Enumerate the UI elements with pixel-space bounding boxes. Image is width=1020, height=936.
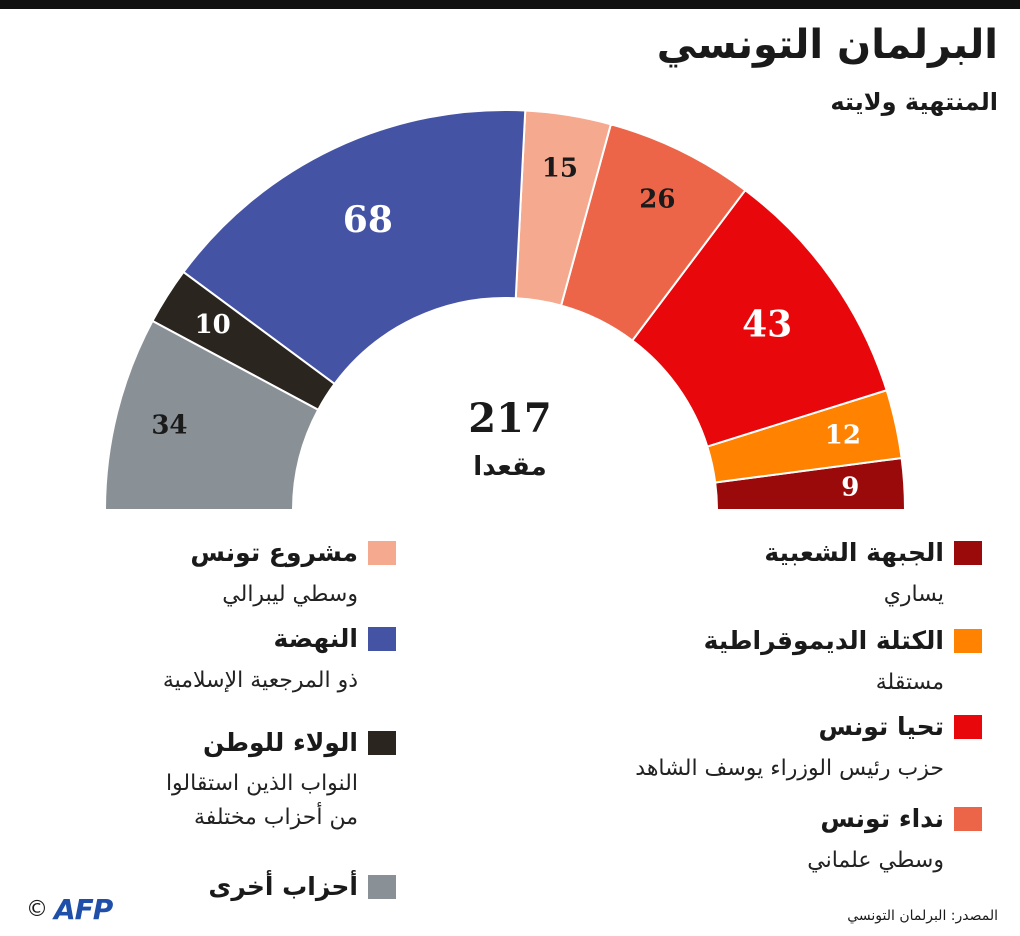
total-seats-label: مقعدا xyxy=(473,452,546,482)
legend-swatch xyxy=(368,874,396,899)
legend-swatch xyxy=(368,626,396,651)
legend-name: تحيا تونس xyxy=(818,712,945,741)
chart-subtitle: المنتهية ولايته xyxy=(830,88,998,116)
legend-desc: وسطي علماني xyxy=(807,848,944,873)
legend-name: الجبهة الشعبية xyxy=(764,538,944,567)
legend-swatch xyxy=(954,806,982,831)
chart-title: البرلمان التونسي xyxy=(656,22,998,68)
legend-item-popular-front: الجبهة الشعبية يساري xyxy=(764,538,982,612)
source-note: المصدر: البرلمان التونسي xyxy=(847,908,998,924)
legend-item-democratic-bloc: الكتلة الديموقراطية مستقلة xyxy=(704,626,982,700)
legend-name: أحزاب أخرى xyxy=(208,872,358,901)
legend-item-nidaa-tounes: نداء تونس وسطي علماني xyxy=(807,804,982,878)
legend-desc: حزب رئيس الوزراء يوسف الشاهد xyxy=(635,756,944,781)
legend-name: الولاء للوطن xyxy=(202,728,358,757)
segment-label-3: 26 xyxy=(639,184,675,214)
top-bar xyxy=(0,0,1020,9)
segment-5 xyxy=(182,109,527,386)
legend-desc: يساري xyxy=(883,582,944,607)
legend-name: مشروع تونس xyxy=(190,538,358,567)
legend-swatch xyxy=(954,540,982,565)
credit: © AFP xyxy=(26,893,113,926)
segment-label-2: 43 xyxy=(742,304,792,346)
legend-item-other-parties: أحزاب أخرى xyxy=(208,872,396,901)
copyright-symbol: © xyxy=(26,897,48,922)
legend-swatch xyxy=(954,714,982,739)
legend-desc: ذو المرجعية الإسلامية xyxy=(162,668,358,693)
legend-desc: وسطي ليبرالي xyxy=(222,582,358,607)
legend-swatch xyxy=(368,540,396,565)
legend-desc: النواب الذين استقالوا من أحزاب مختلفة xyxy=(165,771,358,831)
segment-label-1: 12 xyxy=(825,420,861,450)
segment-label-0: 9 xyxy=(841,472,859,502)
total-seats-value: 217 xyxy=(468,395,552,442)
legend-item-ennahda: النهضة ذو المرجعية الإسلامية xyxy=(163,624,396,698)
parliament-chart: 9 12 43 26 15 68 10 34 217 مقعدا xyxy=(103,109,907,511)
segment-label-6: 10 xyxy=(195,310,231,340)
legend-name: النهضة xyxy=(273,624,358,653)
segment-7 xyxy=(103,319,320,511)
segment-label-4: 15 xyxy=(542,153,578,183)
legend-swatch xyxy=(954,628,982,653)
legend-swatch xyxy=(368,730,396,755)
segment-label-5: 68 xyxy=(343,199,393,241)
legend-name: نداء تونس xyxy=(820,804,944,833)
legend-item-machrou-tounes: مشروع تونس وسطي ليبرالي xyxy=(190,538,396,612)
legend-item-loyalty-to-homeland: الولاء للوطن النواب الذين استقالوا من أح… xyxy=(148,728,396,835)
legend-item-tahya-tounes: تحيا تونس حزب رئيس الوزراء يوسف الشاهد xyxy=(635,712,982,786)
segment-label-7: 34 xyxy=(151,411,187,441)
legend-name: الكتلة الديموقراطية xyxy=(703,626,944,655)
legend-desc: مستقلة xyxy=(875,670,944,695)
afp-logo: AFP xyxy=(54,893,113,926)
